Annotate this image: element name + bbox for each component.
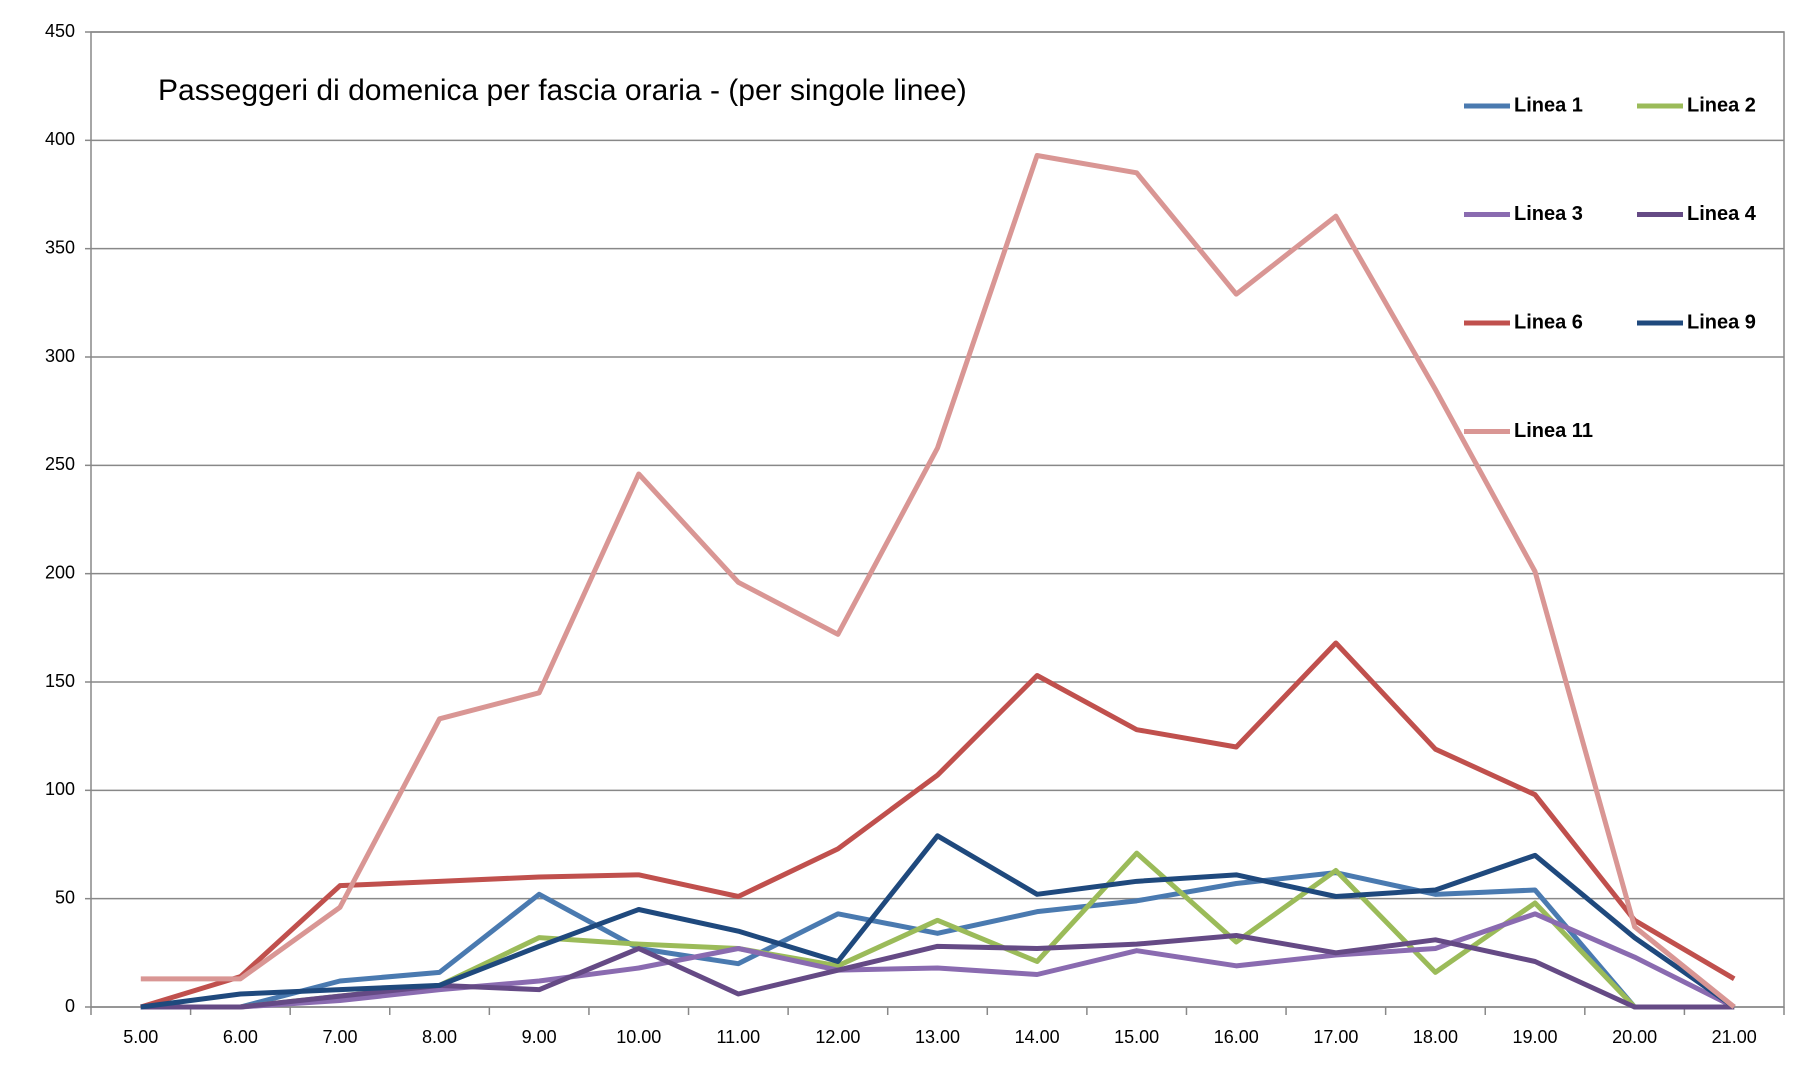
y-tick-label: 100 xyxy=(45,779,75,799)
y-tick-label: 0 xyxy=(65,996,75,1016)
x-tick-label: 11.00 xyxy=(716,1027,760,1047)
legend-label: Linea 3 xyxy=(1514,203,1583,225)
x-tick-label: 15.00 xyxy=(1114,1027,1159,1047)
series-line xyxy=(140,833,1736,1010)
series-line xyxy=(140,640,1736,1010)
x-tick-label: 5.00 xyxy=(123,1027,158,1047)
legend-label: Linea 9 xyxy=(1687,311,1756,333)
x-tick-label: 20.00 xyxy=(1612,1027,1657,1047)
y-tick-label: 50 xyxy=(55,887,75,907)
x-tick-label: 13.00 xyxy=(915,1027,960,1047)
y-tick-label: 150 xyxy=(45,671,75,691)
x-tick-label: 7.00 xyxy=(322,1027,357,1047)
y-tick-label: 250 xyxy=(45,454,75,474)
x-tick-label: 19.00 xyxy=(1513,1027,1558,1047)
y-tick-label: 300 xyxy=(45,346,75,366)
chart-title: Passeggeri di domenica per fascia oraria… xyxy=(158,74,967,107)
series-line xyxy=(140,911,1736,1010)
x-tick-label: 6.00 xyxy=(223,1027,258,1047)
x-tick-label: 9.00 xyxy=(522,1027,557,1047)
legend-label: Linea 1 xyxy=(1514,94,1583,116)
legend-label: Linea 4 xyxy=(1687,203,1757,225)
x-tick-label: 18.00 xyxy=(1413,1027,1458,1047)
plot-area xyxy=(90,31,1785,1008)
x-tick-label: 21.00 xyxy=(1712,1027,1757,1047)
x-tick-label: 12.00 xyxy=(815,1027,860,1047)
x-tick-label: 14.00 xyxy=(1015,1027,1060,1047)
y-tick-label: 350 xyxy=(45,237,75,257)
series-line xyxy=(140,870,1735,1010)
x-tick-label: 10.00 xyxy=(616,1027,661,1047)
legend-label: Linea 2 xyxy=(1687,94,1756,116)
legend-label: Linea 11 xyxy=(1514,420,1593,442)
series-line xyxy=(140,153,1736,1009)
y-tick-label: 450 xyxy=(45,21,75,41)
x-tick-label: 8.00 xyxy=(422,1027,457,1047)
y-tick-label: 200 xyxy=(45,562,75,582)
x-tick-label: 16.00 xyxy=(1214,1027,1259,1047)
x-tick-label: 17.00 xyxy=(1313,1027,1358,1047)
y-tick-label: 400 xyxy=(45,129,75,149)
legend-label: Linea 6 xyxy=(1514,311,1583,333)
